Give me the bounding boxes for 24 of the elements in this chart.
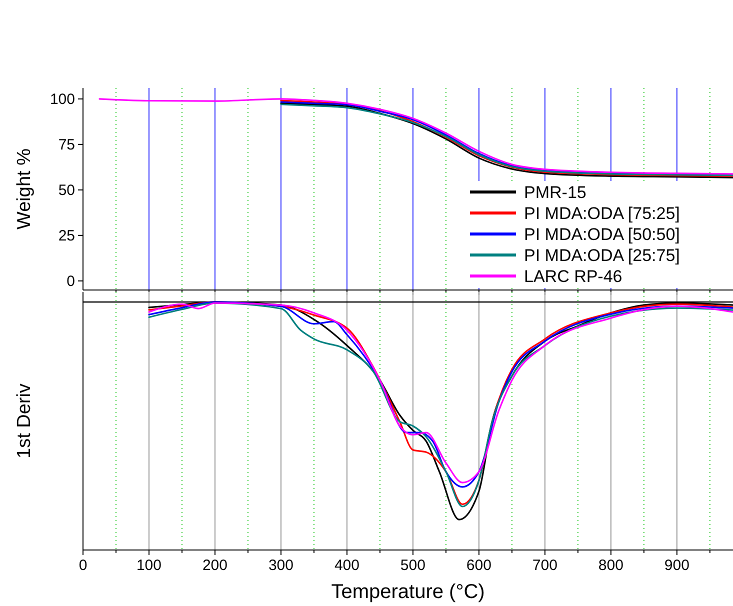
line-series	[98, 98, 733, 175]
x-tick-label: 700	[532, 557, 558, 574]
y-tick-label: 25	[58, 227, 75, 244]
x-tick-label: 900	[664, 557, 690, 574]
x-tick-label: 500	[400, 557, 426, 574]
x-tick-label: 600	[466, 557, 492, 574]
y-tick-label: 75	[58, 136, 75, 154]
x-tick-label: 200	[202, 557, 228, 574]
x-tick-label: 0	[78, 557, 88, 574]
legend-label: LARC RP-46	[524, 267, 622, 286]
x-tick-label: 400	[334, 557, 360, 574]
x-tick-label: 300	[268, 557, 294, 574]
legend-label: PI MDA:ODA [50:50]	[524, 225, 680, 244]
legend-label: PI MDA:ODA [25:75]	[524, 246, 680, 265]
legend-label: PMR-15	[524, 183, 586, 202]
y-tick-label: 0	[66, 272, 75, 290]
x-axis-title: Temperature (°C)	[331, 581, 485, 603]
y-axis-title: 1st Deriv	[14, 383, 35, 458]
y-tick-label: 50	[58, 182, 75, 199]
x-tick-label: 100	[136, 557, 162, 574]
y-axis-title: Weight %	[14, 148, 35, 230]
x-tick-label: 800	[598, 557, 624, 574]
legend-label: PI MDA:ODA [75:25]	[524, 204, 680, 223]
y-tick-label: 100	[50, 90, 75, 108]
